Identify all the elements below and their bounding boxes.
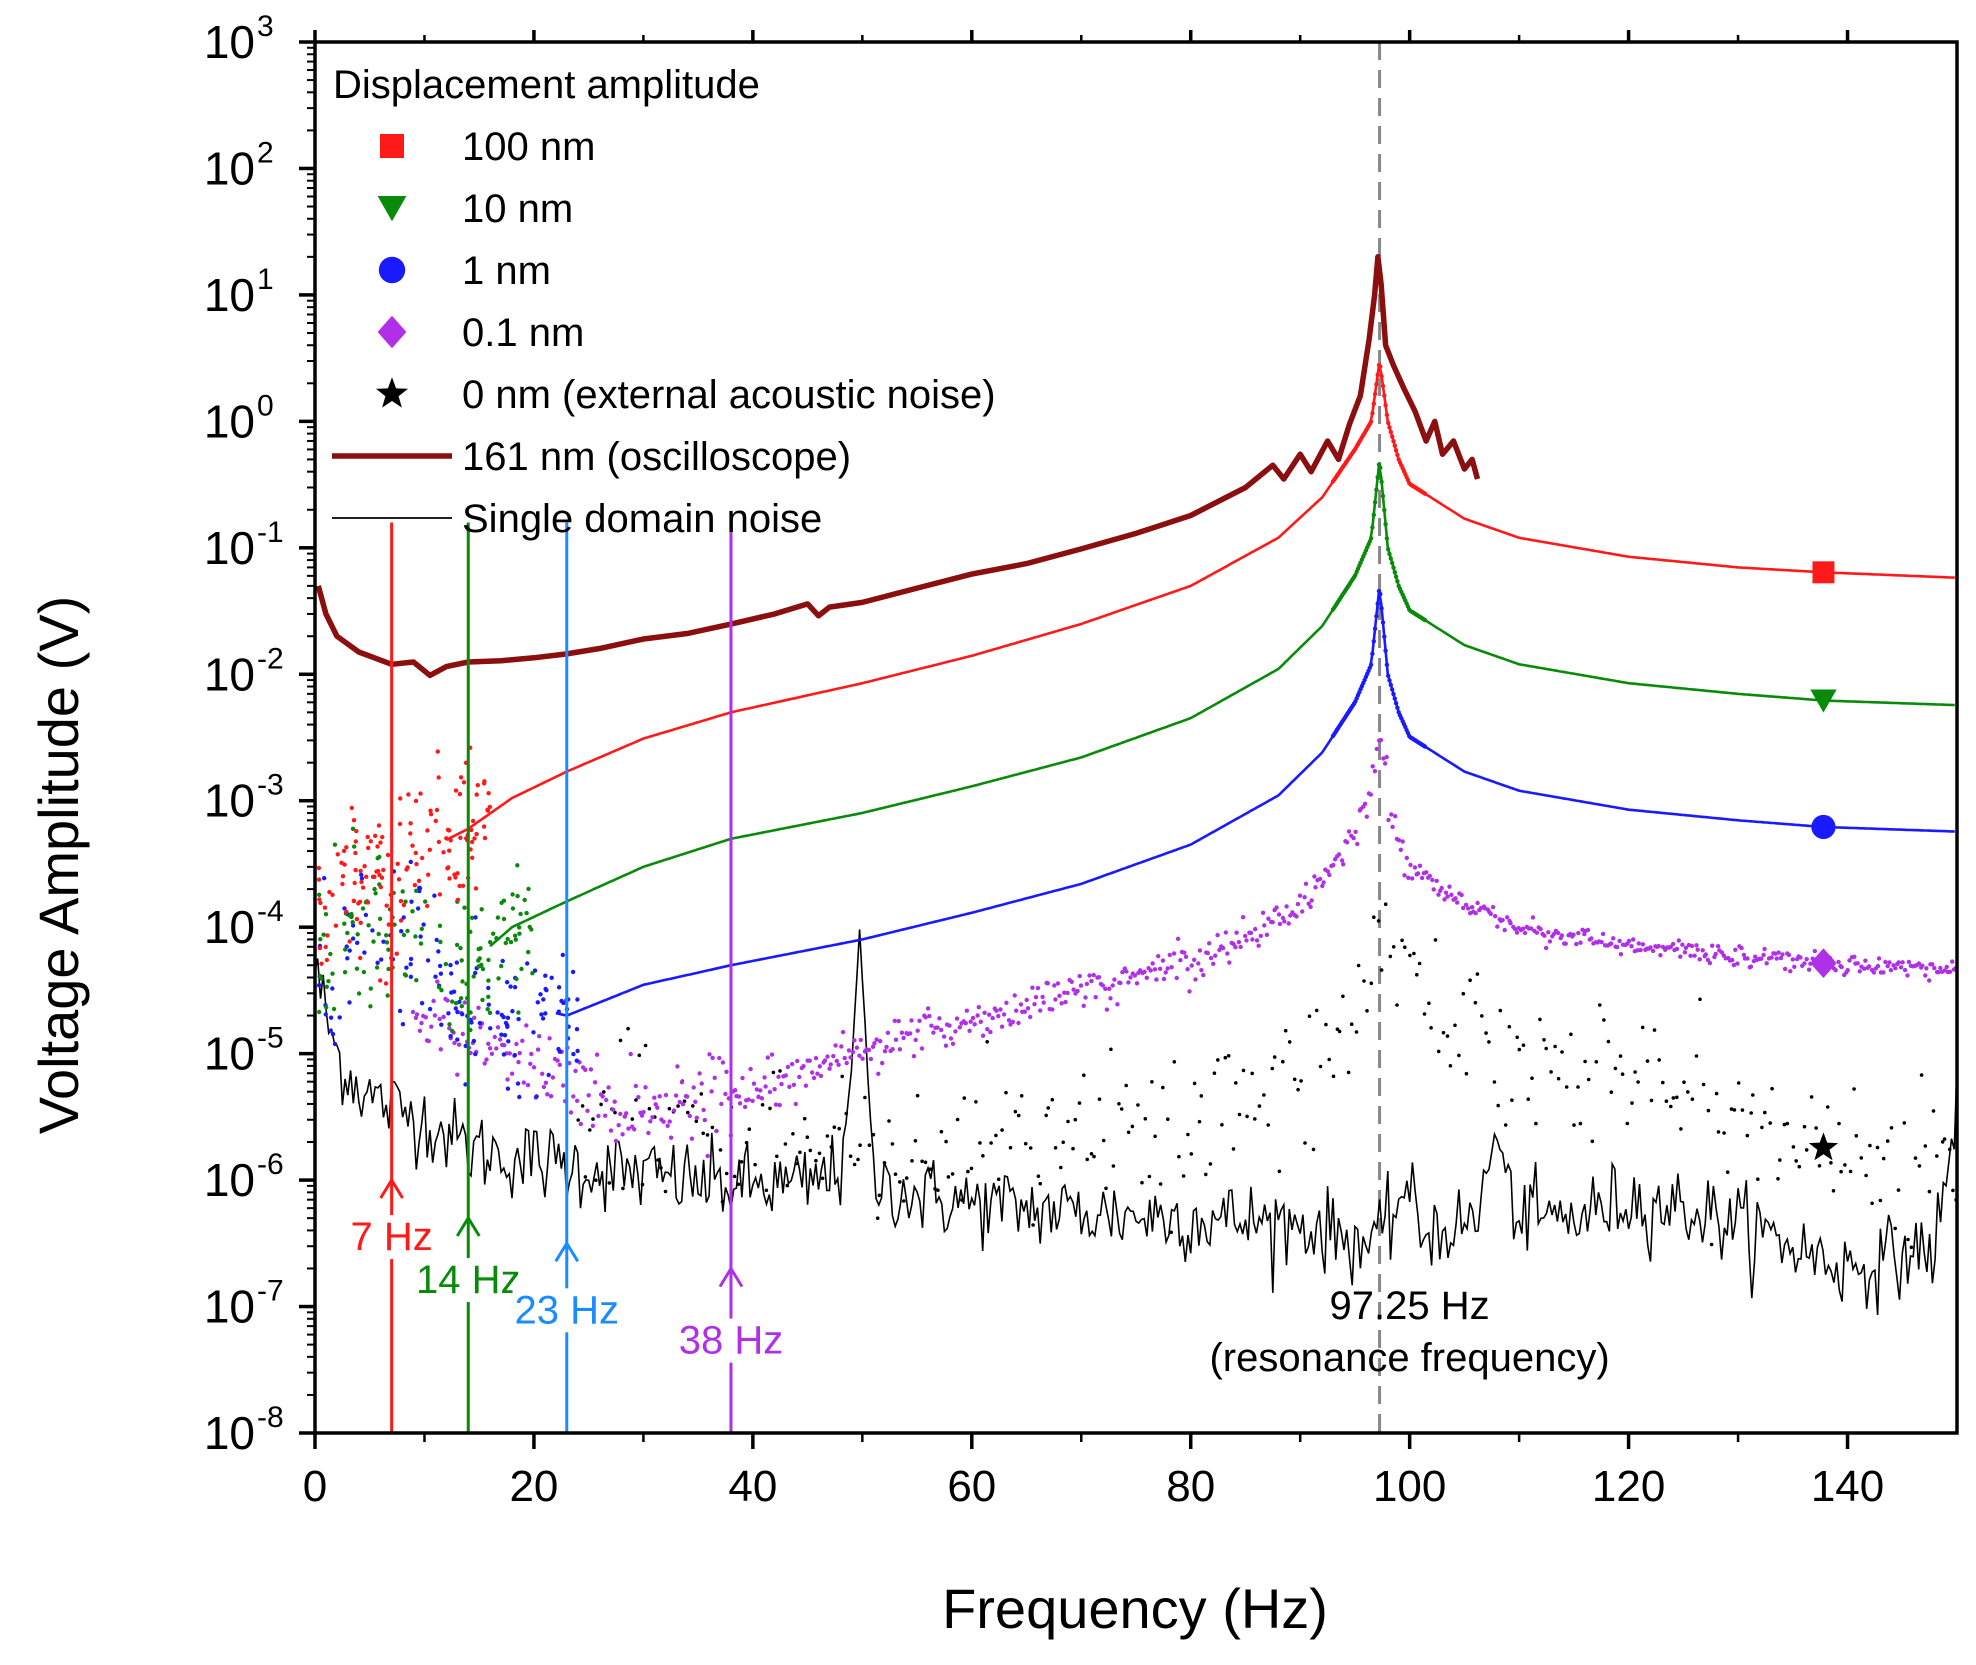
- series-161nm-oscilloscope-line: [315, 254, 1481, 679]
- series-100nm-lowfreq-dots: [316, 745, 492, 986]
- y-tick-exponent: 2: [257, 136, 274, 169]
- legend-marker: [378, 256, 406, 284]
- x-tick-label: 80: [1166, 1462, 1215, 1511]
- annotation-label: 7 Hz: [351, 1215, 433, 1259]
- legend-entry: 0.1 nm: [377, 311, 584, 355]
- series-10nm-line: [489, 462, 1955, 948]
- y-tick-exponent: 3: [257, 10, 274, 43]
- legend-label: 161 nm (oscilloscope): [462, 435, 851, 479]
- y-tick-exponent: -5: [257, 1022, 284, 1055]
- x-axis-title: Frequency (Hz): [942, 1577, 1328, 1640]
- y-tick-label: 10: [204, 648, 255, 700]
- annotation-arrow-head: [554, 1240, 580, 1263]
- x-tick-label: 20: [509, 1462, 558, 1511]
- y-tick-label: 10: [204, 522, 255, 574]
- series-1nm-line: [555, 588, 1955, 1017]
- annotation-arrow-head: [455, 1215, 481, 1237]
- series-1nm-lowfreq-dots: [316, 859, 580, 1100]
- legend-entry: 10 nm: [377, 187, 573, 231]
- annotation-label-bg: [414, 1258, 523, 1303]
- legend-entry: 161 nm (oscilloscope): [332, 435, 851, 479]
- annotation-38-hz: 38 Hz: [676, 522, 786, 1433]
- y-axis-title: Voltage Amplitude (V): [27, 596, 90, 1135]
- y-tick-exponent: -2: [257, 642, 284, 675]
- end-marker-square: [1812, 561, 1835, 584]
- x-tick-label: 40: [728, 1462, 777, 1511]
- legend-label: Single domain noise: [462, 497, 822, 541]
- legend-entry: 0 nm (external acoustic noise): [376, 373, 996, 417]
- annotation-label: 38 Hz: [679, 1319, 784, 1363]
- series-0nm-dots: [576, 902, 1957, 1250]
- y-tick-label: 10: [204, 1407, 255, 1459]
- legend: Displacement amplitude 100 nm 10 nm 1 nm 0.1…: [332, 63, 996, 541]
- y-tick-exponent: -3: [257, 769, 284, 802]
- resonance-label: 97.25 Hz (resonance frequency): [1209, 1284, 1609, 1380]
- x-tick-label: 0: [303, 1462, 327, 1511]
- y-tick-exponent: 1: [257, 263, 274, 296]
- series-single-domain-noise-line: [315, 929, 1957, 1316]
- legend-label: 0.1 nm: [462, 311, 584, 355]
- legend-label: 0 nm (external acoustic noise): [462, 373, 996, 417]
- end-marker-circle: [1811, 814, 1836, 840]
- annotation-arrow-head: [718, 1265, 744, 1288]
- y-tick-exponent: 0: [257, 389, 274, 422]
- series-100nm-line: [445, 362, 1955, 842]
- y-tick-label: 10: [204, 901, 255, 953]
- legend-entry: 100 nm: [380, 125, 595, 169]
- x-tick-label: 120: [1592, 1462, 1665, 1511]
- y-tick-exponent: -4: [257, 895, 284, 928]
- end-marker-triangle-down: [1810, 689, 1837, 713]
- annotation-label-bg: [348, 1215, 435, 1260]
- series-0p1nm-dots: [410, 737, 1957, 1159]
- y-tick-label: 10: [204, 269, 255, 321]
- legend-marker: [376, 377, 408, 408]
- legend-marker: [377, 196, 407, 222]
- resonance-label-line: 97.25 Hz: [1330, 1284, 1490, 1328]
- x-tick-label: 140: [1811, 1462, 1884, 1511]
- annotation-14-hz: 14 Hz: [414, 522, 523, 1433]
- y-tick-label: 10: [204, 16, 255, 68]
- annotation-label: 14 Hz: [416, 1258, 521, 1302]
- y-tick-label: 10: [204, 395, 255, 447]
- end-marker-diamond: [1810, 948, 1837, 978]
- annotation-label-bg: [676, 1318, 786, 1363]
- annotation-arrow-head: [379, 1177, 404, 1199]
- resonance-label-line: (resonance frequency): [1209, 1336, 1609, 1380]
- y-tick-label: 10: [204, 142, 255, 194]
- series-10nm-lowfreq-dots: [317, 826, 535, 1034]
- x-tick-label: 100: [1373, 1462, 1446, 1511]
- legend-label: 100 nm: [462, 125, 595, 169]
- series-layer: [315, 42, 1957, 1433]
- y-tick-exponent: -1: [257, 516, 284, 549]
- legend-entry: Single domain noise: [332, 497, 822, 541]
- legend-label: 10 nm: [462, 187, 573, 231]
- y-tick-exponent: -6: [257, 1148, 284, 1181]
- annotation-label-bg: [512, 1288, 622, 1333]
- y-tick-label: 10: [204, 1281, 255, 1333]
- legend-title: Displacement amplitude: [333, 63, 760, 107]
- legend-entry: 1 nm: [378, 249, 551, 293]
- annotation-label: 23 Hz: [515, 1288, 620, 1332]
- y-tick-label: 10: [204, 775, 255, 827]
- y-tick-label: 10: [204, 1028, 255, 1080]
- y-tick-label: 10: [204, 1154, 255, 1206]
- annotation-7-hz: 7 Hz: [348, 522, 435, 1433]
- x-tick-label: 60: [947, 1462, 996, 1511]
- legend-marker: [377, 315, 407, 349]
- end-marker-star: [1808, 1132, 1839, 1161]
- legend-label: 1 nm: [462, 249, 551, 293]
- y-tick-exponent: -7: [257, 1275, 284, 1308]
- annotation-23-hz: 23 Hz: [512, 522, 622, 1433]
- y-tick-exponent: -8: [257, 1401, 284, 1434]
- legend-marker: [380, 134, 404, 158]
- plot-frame: [313, 40, 1959, 1435]
